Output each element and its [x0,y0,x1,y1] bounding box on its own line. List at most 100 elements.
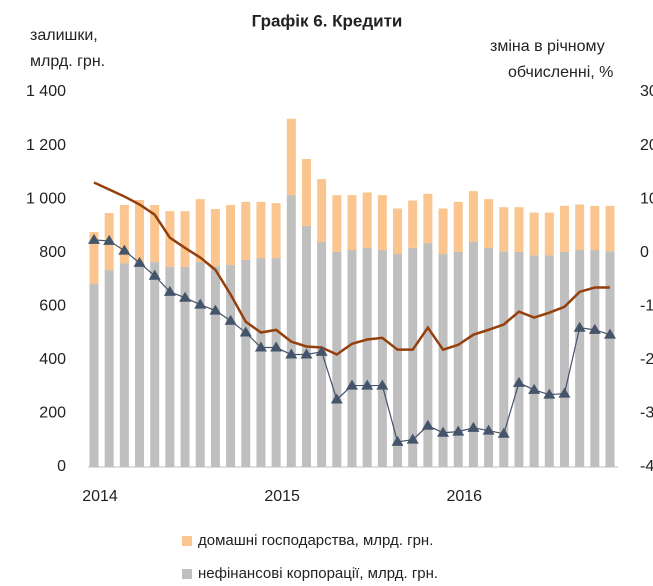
bar [544,255,554,467]
bar [150,205,160,263]
bar [423,243,433,467]
y-axis-label: млрд. грн. [30,53,105,70]
bar [529,255,539,467]
bar [347,195,357,251]
bar [484,199,494,248]
bar [271,203,281,259]
bar [529,212,539,256]
bar [423,193,433,244]
bar [453,201,463,252]
bar [499,207,509,252]
marker [558,387,571,398]
marker [300,348,313,359]
bar [119,205,129,264]
bar [271,258,281,467]
marker [391,435,404,446]
marker [421,419,434,430]
y-tick-label: 800 [39,244,66,261]
bar [362,192,372,248]
bar [514,251,524,467]
bar [180,211,190,267]
bar [468,242,478,467]
marker [528,383,541,394]
marker [346,379,358,390]
bar [301,158,311,226]
marker [330,393,343,404]
legend-label: нефінансові корпорації, млрд. грн. [198,565,438,582]
bar [89,284,99,467]
y-axis-label: залишки, [30,27,98,44]
bar [241,201,251,260]
y-tick-label: 0 [57,458,66,475]
marker [148,269,161,280]
bar [180,266,190,467]
marker [497,427,510,438]
marker [588,323,601,334]
y-tick-label: 400 [39,351,66,368]
marker [361,379,374,390]
bar [559,251,569,467]
y2-tick-label: -40 [640,458,653,475]
bar [89,232,99,285]
marker [482,424,495,435]
bar [575,204,585,251]
legend-label: домашні господарства, млрд. грн. [198,532,433,549]
bar [362,247,372,467]
y2-tick-label: 10 [640,190,653,207]
y-tick-label: 600 [39,298,66,315]
bar [377,250,387,467]
bar [590,250,600,467]
x-tick-label: 2016 [446,488,482,505]
marker [512,376,525,387]
marker [224,314,237,325]
bar [119,263,129,467]
marker [543,388,556,399]
bar [332,195,342,252]
bar [317,179,327,242]
legend-swatch [182,536,192,546]
marker [194,298,207,309]
bar [226,205,236,266]
bar [590,205,600,251]
marker [239,326,252,337]
marker [118,244,131,255]
y2-tick-label: -30 [640,405,653,422]
line [93,181,610,356]
bar [605,205,615,252]
marker [209,304,222,315]
y2-tick-label: 30 [640,83,653,100]
marker [103,234,116,245]
bar [605,251,615,467]
x-tick-label: 2015 [264,488,300,505]
y2-tick-label: -10 [640,298,653,315]
bar [438,254,448,467]
marker [437,426,450,437]
marker [88,233,100,244]
y2-axis-label: зміна в річному [490,38,605,55]
marker [179,291,192,302]
bar [241,259,251,467]
bar [559,205,569,252]
bar [210,209,220,267]
bar [377,195,387,251]
y2-axis-label: обчисленні, % [508,64,613,81]
bar [256,201,266,259]
marker [163,285,176,296]
bar [226,265,236,467]
marker [604,328,616,339]
bar [104,270,114,467]
bar [286,195,296,467]
bar [408,247,418,467]
bar [135,262,145,467]
bar [468,191,478,242]
bar [484,247,494,467]
x-tick-label: 2014 [82,488,118,505]
marker [285,348,298,359]
y-tick-label: 1 200 [26,137,66,154]
marker [452,425,465,436]
y-tick-label: 1 000 [26,190,66,207]
bar [165,266,175,467]
marker [573,321,586,332]
